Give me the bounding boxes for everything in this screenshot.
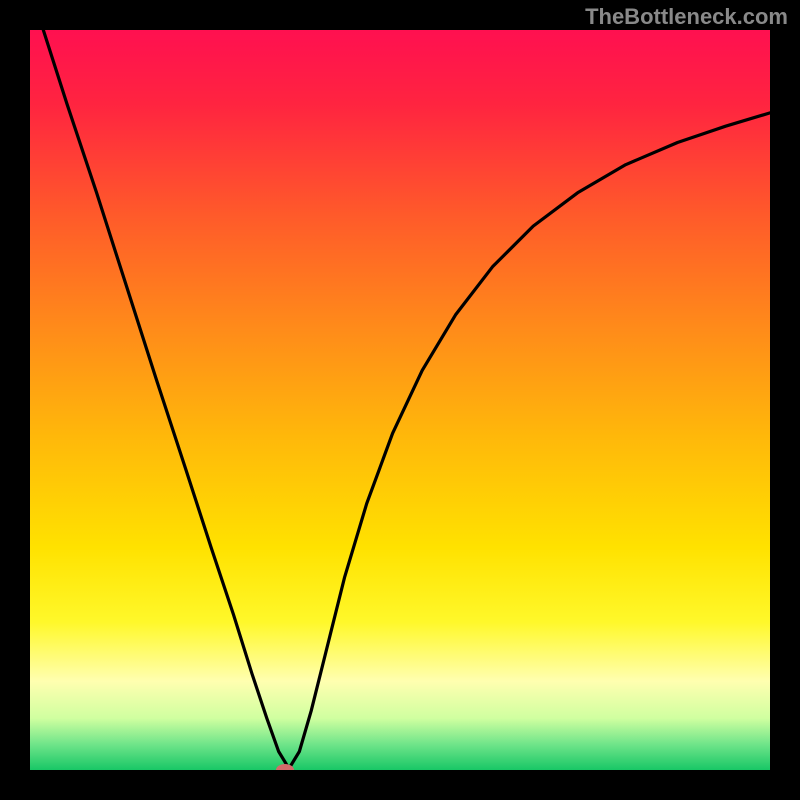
chart-container: TheBottleneck.com <box>0 0 800 800</box>
watermark-text: TheBottleneck.com <box>585 4 788 30</box>
minimum-marker <box>276 764 294 770</box>
curve-svg <box>30 30 770 770</box>
plot-area <box>30 30 770 770</box>
curve-path <box>43 30 770 769</box>
